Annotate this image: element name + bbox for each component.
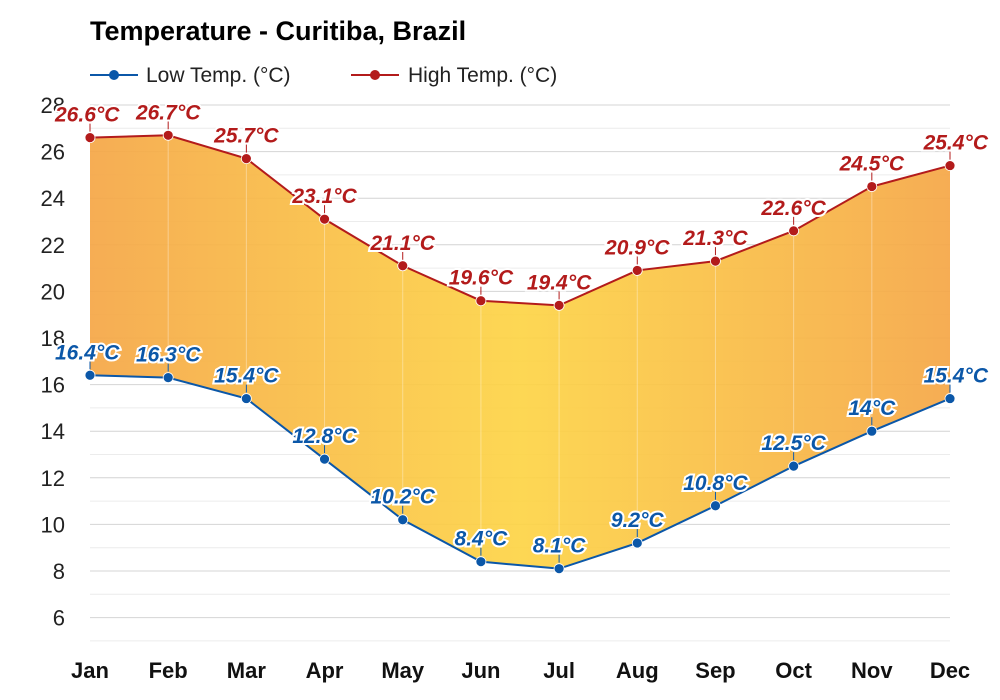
low-temp-point[interactable] [240,393,252,404]
high-temp-point[interactable] [553,299,565,311]
low-temp-point[interactable] [944,393,956,404]
high-temp-label: 25.4°C [923,132,989,155]
high-temp-label: 25.7°C [213,125,279,148]
low-temp-point[interactable] [84,369,96,381]
x-tick-label: Jan [71,658,109,683]
low-temp-point[interactable] [631,537,643,549]
y-tick-label: 10 [41,512,65,537]
x-tick-label: Jul [543,658,575,683]
legend: Low Temp. (°C) High Temp. (°C) [90,64,557,87]
high-temp-point[interactable] [710,255,721,267]
legend-item-low[interactable]: Low Temp. (°C) [90,64,291,87]
high-temp-label: 22.6°C [760,197,826,220]
y-tick-label: 18 [41,326,65,351]
y-tick-label: 14 [41,419,65,444]
low-temp-label: 16.4°C [55,341,120,364]
high-temp-point[interactable] [866,181,878,192]
low-temp-line [89,374,951,570]
legend-low-marker [109,70,119,80]
low-temp-label: 9.2°C [611,509,665,532]
high-temp-label: 26.7°C [135,101,201,124]
legend-low-label: Low Temp. (°C) [146,64,291,87]
low-temp-point[interactable] [866,425,878,437]
chart-title: Temperature - Curitiba, Brazil [90,16,466,46]
low-temp-label: 14°C [848,397,896,420]
x-tick-label: Jun [461,658,500,683]
x-tick-label: Oct [775,658,812,683]
x-tick-label: Feb [149,658,188,683]
x-tick-label: Apr [306,658,344,683]
y-tick-label: 16 [41,373,65,398]
high-temp-point[interactable] [397,260,409,272]
data-labels: 16.4°C 16.3°C 15.4°C 12.8°C 10.2°C 8.4°C 8.1°C… [52,99,991,563]
low-temp-point[interactable] [162,372,174,384]
x-tick-label: Sep [695,658,735,683]
y-tick-label: 12 [41,466,65,491]
y-tick-label: 20 [41,279,65,304]
temperature-band [90,135,950,569]
x-tick-label: Aug [616,658,659,683]
y-tick-label: 24 [41,186,65,211]
low-temp-point[interactable] [397,514,409,526]
low-temp-point[interactable] [710,500,721,512]
high-temp-point[interactable] [240,153,252,164]
x-tick-label: Dec [930,658,970,683]
high-temp-label: 19.4°C [527,271,592,294]
y-tick-label: 26 [41,140,65,165]
x-tick-label: Mar [227,658,267,683]
low-temp-label: 10.2°C [371,486,436,509]
low-temp-point[interactable] [475,556,487,568]
low-temp-point[interactable] [788,460,800,472]
high-temp-point[interactable] [944,160,956,171]
y-tick-label: 8 [53,559,65,584]
legend-high-marker [370,70,380,80]
low-temp-label: 10.8°C [683,472,748,495]
low-temp-label: 15.4°C [214,365,279,388]
high-temp-point[interactable] [788,225,800,237]
high-temp-label: 24.5°C [839,153,905,176]
legend-item-high[interactable]: High Temp. (°C) [351,64,557,87]
low-temp-point[interactable] [553,563,565,575]
x-tick-label: Nov [851,658,893,683]
axes: 6 8 10 12 14 16 18 20 22 24 26 28 Jan Feb Mar Apr May Jun… [41,93,971,683]
high-temp-label: 19.6°C [449,267,514,290]
high-temp-label: 26.6°C [54,104,120,127]
range-area [90,135,950,569]
low-temp-point[interactable] [319,453,330,465]
high-temp-point[interactable] [475,295,487,307]
y-tick-label: 22 [41,233,65,258]
high-temp-label: 23.1°C [291,185,357,208]
high-temp-label: 21.3°C [682,227,748,250]
high-temp-point[interactable] [84,132,96,144]
high-temp-point[interactable] [162,129,174,141]
low-temp-label: 12.8°C [292,425,357,448]
low-temp-label: 8.1°C [533,535,587,558]
high-temp-label: 20.9°C [604,236,670,259]
high-temp-point[interactable] [631,265,643,276]
series-lines [84,129,956,575]
legend-high-label: High Temp. (°C) [408,64,557,87]
low-temp-label: 16.3°C [136,344,201,367]
high-temp-line [89,134,951,307]
y-tick-label: 28 [41,93,65,118]
low-temp-label: 15.4°C [924,365,989,388]
high-temp-point[interactable] [319,213,330,225]
low-temp-label: 8.4°C [455,528,509,551]
y-tick-label: 6 [53,606,65,631]
x-tick-label: May [381,658,425,683]
low-temp-label: 12.5°C [761,432,826,455]
high-temp-label: 21.1°C [370,232,436,255]
